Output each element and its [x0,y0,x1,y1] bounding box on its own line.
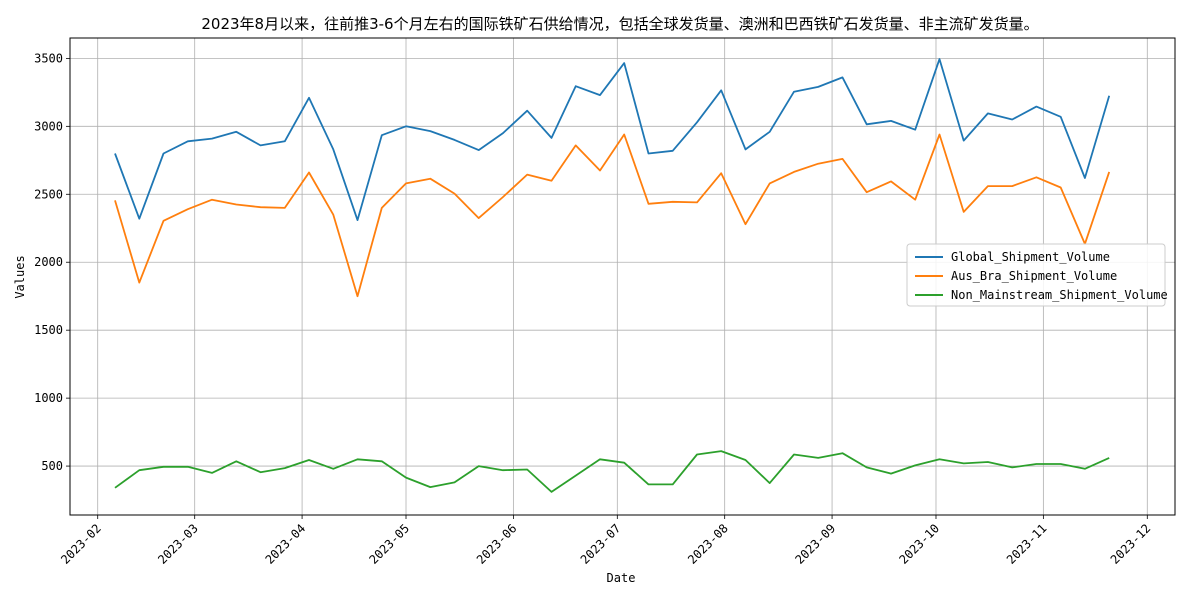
series-line-aus-bra-shipment-volume [114,133,1111,298]
x-axis: 2023-02 2023-03 2023-04 2023-05 2023-06 2023-… [58,515,1153,567]
y-tick-label: 500 [41,459,63,473]
x-tick-label: 2023-04 [263,521,309,567]
x-tick-label: 2023-10 [896,521,942,567]
plot-area-frame [69,37,1176,516]
legend-entry-label: Non_Mainstream_Shipment_Volume [951,288,1168,302]
series-lines [114,58,1111,493]
x-tick-label: 2023-07 [578,521,624,567]
x-tick-label: 2023-05 [366,521,412,567]
series-line-global-shipment-volume [114,58,1111,222]
chart-title: 2023年8月以来，往前推3-6个月左右的国际铁矿石供给情况，包括全球发货量、澳… [201,15,1038,33]
y-tick-label: 2000 [34,255,63,269]
x-tick-label: 2023-02 [58,521,104,567]
legend-entry-label: Aus_Bra_Shipment_Volume [951,269,1117,283]
x-tick-label: 2023-11 [1004,521,1050,567]
x-tick-label: 2023-12 [1108,521,1154,567]
y-tick-label: 1500 [34,323,63,337]
y-tick-label: 1000 [34,391,63,405]
x-tick-label: 2023-08 [685,521,731,567]
grid-lines [70,38,1175,515]
legend-box [906,243,1166,307]
legend: Global_Shipment_Volume Aus_Bra_Shipment_V… [906,243,1168,307]
x-tick-label: 2023-06 [474,521,520,567]
y-axis-label: Values [13,255,27,298]
x-axis-label: Date [607,571,636,585]
y-axis: 500 1000 1500 2000 2500 3000 3500 [34,51,70,473]
legend-entry-label: Global_Shipment_Volume [951,250,1110,264]
y-tick-label: 3500 [34,51,63,65]
series-line-non-mainstream-shipment-volume [114,450,1110,493]
y-tick-label: 3000 [34,119,63,133]
x-tick-label: 2023-03 [155,521,201,567]
y-tick-label: 2500 [34,187,63,201]
x-tick-label: 2023-09 [793,521,839,567]
